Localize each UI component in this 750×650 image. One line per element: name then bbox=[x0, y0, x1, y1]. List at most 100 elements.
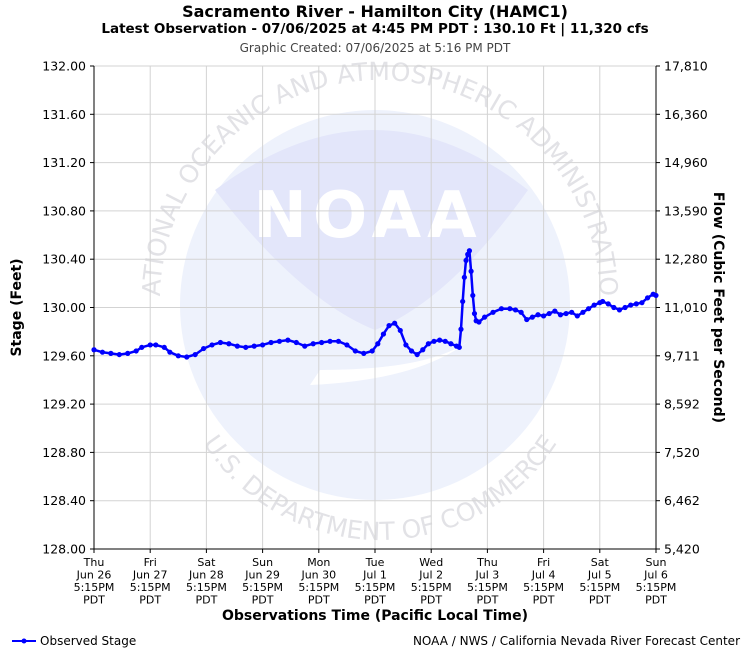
data-point bbox=[425, 341, 431, 347]
y-tick-label: 130.00 bbox=[42, 300, 86, 315]
x-tick-label-line: 5:15PM bbox=[242, 581, 283, 594]
data-point bbox=[369, 348, 375, 354]
x-tick-label: Tue Jul 1 5:15PM PDT bbox=[355, 556, 396, 607]
data-point bbox=[260, 342, 266, 348]
data-point bbox=[468, 268, 474, 274]
data-point bbox=[476, 319, 482, 325]
x-tick-label-line: 5:15PM bbox=[355, 581, 396, 594]
y-tick-label: 131.60 bbox=[42, 107, 86, 122]
data-point bbox=[243, 344, 249, 350]
data-point bbox=[99, 349, 106, 355]
data-point bbox=[153, 342, 159, 348]
y2-tick-label: 13,590 bbox=[664, 203, 708, 218]
x-tick-label-line: PDT bbox=[83, 594, 105, 607]
data-point bbox=[192, 351, 198, 358]
data-point bbox=[442, 338, 448, 344]
data-point bbox=[490, 309, 496, 315]
data-point bbox=[335, 338, 342, 344]
x-tick-label-line: 5:15PM bbox=[411, 581, 452, 594]
data-point bbox=[653, 292, 659, 299]
data-point bbox=[375, 341, 381, 347]
legend-label: Observed Stage bbox=[40, 634, 137, 648]
x-tick-label-line: Jun 26 bbox=[76, 569, 112, 582]
data-point bbox=[133, 348, 139, 354]
y-tick-label: 128.00 bbox=[42, 542, 86, 557]
data-point bbox=[463, 257, 469, 264]
data-point bbox=[611, 304, 617, 311]
data-point bbox=[628, 302, 634, 308]
y-axis-title: Stage (Feet) bbox=[9, 258, 25, 356]
data-point bbox=[161, 344, 167, 350]
x-tick-label-line: Tue bbox=[365, 556, 385, 569]
data-point bbox=[512, 307, 519, 313]
data-point bbox=[285, 337, 291, 343]
data-point bbox=[461, 274, 467, 280]
data-point bbox=[563, 310, 569, 317]
axis-labels: 128.00 5,420 128.40 6,462 128.80 7,520 129.20 8… bbox=[9, 59, 726, 625]
y2-tick-label: 12,280 bbox=[664, 252, 708, 267]
data-point bbox=[293, 339, 299, 346]
legend: Observed Stage bbox=[12, 634, 136, 648]
chart-title: Sacramento River - Hamilton City (HAMC1) bbox=[182, 2, 568, 21]
y2-axis-title: Flow (Cubic Feet per Second) bbox=[710, 192, 726, 423]
data-point bbox=[557, 312, 564, 318]
data-point bbox=[481, 314, 488, 320]
data-point bbox=[639, 300, 645, 306]
y-tick-label: 129.20 bbox=[42, 397, 86, 412]
watermark-logo-text: NOAA bbox=[253, 179, 482, 253]
x-tick-label-line: Jun 30 bbox=[300, 569, 336, 582]
data-point bbox=[448, 341, 454, 347]
data-point bbox=[541, 313, 547, 319]
data-point bbox=[507, 306, 513, 312]
x-tick-label-line: Jun 27 bbox=[132, 569, 168, 582]
x-tick-label-line: Sun bbox=[252, 556, 273, 569]
x-tick-label-line: PDT bbox=[420, 594, 442, 607]
y-tick-label: 128.80 bbox=[42, 445, 86, 460]
data-point bbox=[591, 302, 597, 308]
data-point bbox=[524, 316, 530, 323]
x-tick-label-line: PDT bbox=[252, 594, 274, 607]
x-tick-label-line: PDT bbox=[645, 594, 667, 607]
watermark-bird bbox=[215, 130, 528, 330]
data-point bbox=[310, 341, 316, 347]
noaa-watermark-logo: NOAANATIONAL OCEANIC AND ATMOSPHERIC ADM… bbox=[0, 0, 623, 546]
data-point bbox=[108, 350, 114, 356]
data-point bbox=[460, 298, 466, 305]
data-point bbox=[580, 309, 586, 315]
x-tick-label-line: Thu bbox=[83, 556, 105, 569]
x-tick-label-line: PDT bbox=[476, 594, 498, 607]
x-tick-label-line: Jul 3 bbox=[475, 569, 500, 582]
data-point bbox=[234, 343, 240, 349]
x-tick-label: Fri Jul 4 5:15PM PDT bbox=[523, 556, 564, 607]
data-point bbox=[397, 327, 403, 334]
data-point bbox=[344, 342, 350, 348]
x-tick-label-line: Jun 29 bbox=[244, 569, 280, 582]
data-point bbox=[431, 338, 437, 344]
data-point bbox=[361, 350, 367, 356]
watermark-wave bbox=[310, 340, 470, 385]
data-point bbox=[147, 342, 153, 348]
x-tick-label-line: 5:15PM bbox=[523, 581, 564, 594]
x-tick-label-line: PDT bbox=[364, 594, 386, 607]
y-tick-label: 131.20 bbox=[42, 155, 86, 170]
x-tick-label-line: Thu bbox=[476, 556, 498, 569]
credit-text: NOAA / NWS / California Nevada River For… bbox=[412, 634, 740, 648]
x-tick-label-line: 5:15PM bbox=[579, 581, 620, 594]
x-tick-label-line: Fri bbox=[537, 556, 550, 569]
data-point bbox=[408, 348, 415, 354]
y2-tick-label: 8,592 bbox=[664, 397, 700, 412]
axes bbox=[93, 66, 657, 550]
y2-tick-label: 9,711 bbox=[664, 348, 700, 363]
x-tick-label-line: 5:15PM bbox=[298, 581, 339, 594]
y-tick-label: 132.00 bbox=[42, 59, 86, 74]
data-point bbox=[420, 347, 426, 353]
x-tick-label-line: PDT bbox=[195, 594, 217, 607]
y2-tick-label: 17,810 bbox=[664, 59, 708, 74]
data-point bbox=[251, 343, 257, 349]
x-tick-label-line: PDT bbox=[533, 594, 555, 607]
x-tick-label-line: Sun bbox=[646, 556, 667, 569]
data-point bbox=[574, 313, 580, 319]
data-point bbox=[175, 353, 181, 359]
data-point bbox=[622, 304, 628, 311]
